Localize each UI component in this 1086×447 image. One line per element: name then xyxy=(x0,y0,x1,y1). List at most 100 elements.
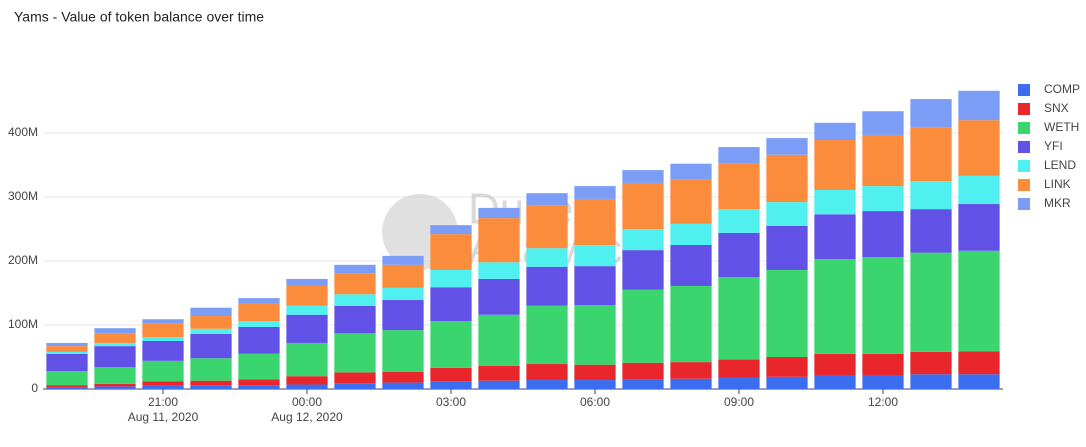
bar-segment xyxy=(430,321,472,368)
bar-segment xyxy=(190,333,232,359)
bar-segment xyxy=(670,245,712,286)
bar-segment xyxy=(718,147,760,164)
bar-segment xyxy=(526,364,568,381)
bar-segment xyxy=(862,211,904,258)
bar-segment xyxy=(766,202,808,226)
bar-segment xyxy=(478,207,520,219)
legend-swatch xyxy=(1018,103,1030,115)
bar-segment xyxy=(958,120,1000,176)
bar-segment xyxy=(622,229,664,251)
bar-segment xyxy=(430,367,472,382)
bar-segment xyxy=(94,383,136,387)
bar-segment xyxy=(238,298,280,304)
bar-segment xyxy=(382,264,424,288)
bar-segment xyxy=(190,307,232,317)
bar-segment xyxy=(910,209,952,253)
bar-segment xyxy=(478,380,520,389)
bar-segment xyxy=(334,273,376,295)
bar-segment xyxy=(286,305,328,315)
bar-segment xyxy=(478,314,520,366)
bar-segment xyxy=(478,278,520,315)
bar-segment xyxy=(382,300,424,331)
chart-title: Yams - Value of token balance over time xyxy=(14,9,264,25)
bar-segment xyxy=(670,378,712,389)
x-tick-label: 21:00 xyxy=(148,395,178,409)
bar-segment xyxy=(142,341,184,361)
bar-segment xyxy=(814,140,856,190)
bar-segment xyxy=(622,362,664,380)
bar-segment xyxy=(718,232,760,277)
bar-segment xyxy=(334,333,376,373)
bar-segment xyxy=(670,163,712,180)
bar-segment xyxy=(814,122,856,141)
bar-segment xyxy=(526,380,568,389)
bar-segment xyxy=(94,367,136,384)
bar-segment xyxy=(574,245,616,267)
x-tick-label: 12:00 xyxy=(868,395,898,409)
bar-segment xyxy=(286,376,328,385)
bar-segment xyxy=(46,385,88,388)
bar-segment xyxy=(574,305,616,365)
legend-swatch xyxy=(1018,141,1030,153)
bar-segment xyxy=(526,193,568,206)
legend-label: MKR xyxy=(1044,196,1071,210)
bar-segment xyxy=(622,250,664,290)
bar-segment xyxy=(430,269,472,288)
bar-segment xyxy=(766,376,808,389)
bar-segment xyxy=(958,351,1000,375)
legend-swatch xyxy=(1018,179,1030,191)
bar-segment xyxy=(142,385,184,389)
legend-label: LEND xyxy=(1044,158,1076,172)
bar-segment xyxy=(958,374,1000,389)
bar-segment xyxy=(910,99,952,128)
bar-segment xyxy=(190,328,232,334)
bar-segment xyxy=(478,218,520,263)
bar-segment xyxy=(766,138,808,155)
bar-segment xyxy=(910,181,952,210)
bar-segment xyxy=(46,346,88,352)
y-tick-label: 0 xyxy=(31,381,38,395)
bar-segment xyxy=(958,250,1000,352)
bar-segment xyxy=(814,214,856,260)
legend-label: YFI xyxy=(1044,139,1063,153)
bar-segment xyxy=(334,372,376,384)
bar-segment xyxy=(814,375,856,389)
bar-segment xyxy=(334,264,376,274)
legend-label: SNX xyxy=(1044,101,1069,115)
bar-segment xyxy=(238,326,280,354)
bar-segment xyxy=(382,330,424,372)
bar-segment xyxy=(142,337,184,341)
bar-segment xyxy=(430,381,472,389)
bar-segment xyxy=(670,179,712,224)
bar-segment xyxy=(814,259,856,354)
bar-segment xyxy=(238,321,280,327)
bar-segment xyxy=(958,90,1000,121)
bar-segment xyxy=(94,333,136,343)
bar-segment xyxy=(190,385,232,389)
bar-segment xyxy=(46,353,88,372)
bar-segment xyxy=(94,346,136,368)
legend-swatch xyxy=(1018,160,1030,172)
bar-segment xyxy=(958,175,1000,205)
bar-segment xyxy=(190,380,232,386)
bar-segment xyxy=(382,255,424,265)
legend-label: WETH xyxy=(1044,120,1079,134)
bar-segment xyxy=(46,351,88,354)
bar-segment xyxy=(94,328,136,334)
bar-segment xyxy=(910,252,952,352)
bar-segment xyxy=(958,204,1000,251)
bar-segment xyxy=(382,287,424,301)
bar-segment xyxy=(622,182,664,229)
bar-segment xyxy=(46,371,88,386)
bar-segment xyxy=(334,294,376,306)
bar-segment xyxy=(718,359,760,378)
bar-segment xyxy=(910,127,952,181)
bar-segment xyxy=(430,225,472,235)
bar-segment xyxy=(286,384,328,389)
y-tick-label: 200M xyxy=(8,253,38,267)
bar-segment xyxy=(622,289,664,363)
bar-segment xyxy=(94,386,136,389)
bar-segment xyxy=(718,277,760,360)
bar-segment xyxy=(862,353,904,376)
